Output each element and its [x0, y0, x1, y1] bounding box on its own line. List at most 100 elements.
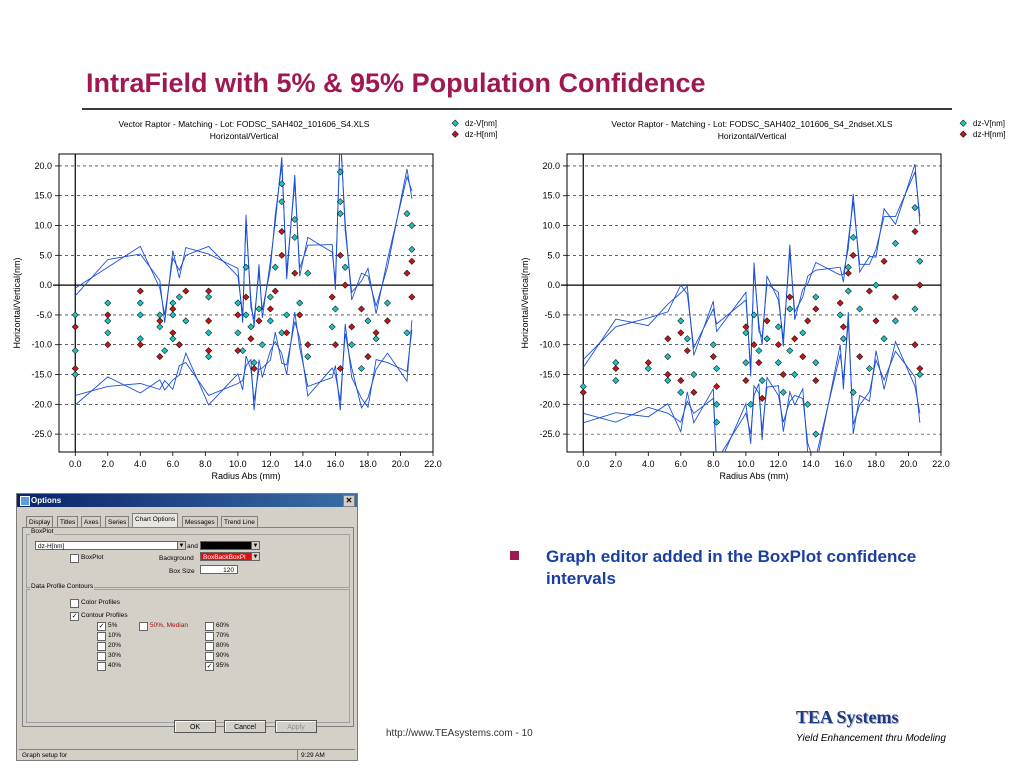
data-point: [579, 388, 587, 396]
data-point: [677, 317, 685, 325]
data-point: [255, 317, 263, 325]
y-tick-label: 20.0: [34, 161, 52, 171]
data-point: [774, 323, 782, 331]
color-profiles-checkbox[interactable]: [70, 599, 79, 608]
data-point: [156, 317, 164, 325]
data-point: [612, 365, 620, 373]
percent-checkbox-5pct[interactable]: ✓: [97, 622, 106, 631]
series-select[interactable]: dz-H[nm]: [35, 541, 185, 550]
data-point: [278, 198, 286, 206]
percent-checkbox-40pct[interactable]: [97, 662, 106, 671]
data-point: [872, 281, 880, 289]
data-point: [408, 245, 416, 253]
box-size-input[interactable]: 120: [200, 565, 238, 574]
dialog-titlebar[interactable]: Options ✕: [17, 494, 357, 507]
contour-profiles-checkbox[interactable]: ✓: [70, 612, 79, 621]
x-tick-label: 12.0: [262, 459, 280, 469]
data-point: [104, 329, 112, 337]
median-checkbox[interactable]: [139, 622, 148, 631]
envelope-line: [75, 311, 413, 411]
y-tick-label: 20.0: [542, 161, 560, 171]
boxplot-checkbox[interactable]: [70, 554, 79, 563]
x-tick-label: 6.0: [675, 459, 688, 469]
chevron-down-icon[interactable]: ▼: [177, 541, 186, 550]
data-point: [71, 371, 79, 378]
chevron-down-icon[interactable]: ▼: [251, 541, 260, 550]
data-point: [786, 347, 794, 355]
data-point: [175, 341, 183, 349]
data-point: [892, 293, 899, 301]
percent-label: 70%: [216, 632, 230, 639]
data-point: [579, 382, 587, 390]
ok-button[interactable]: OK: [174, 720, 216, 733]
data-point: [812, 293, 820, 301]
data-point: [804, 400, 812, 408]
chevron-down-icon[interactable]: ▼: [251, 552, 260, 561]
data-point: [364, 317, 372, 325]
app-icon: [20, 496, 30, 506]
x-tick-label: 6.0: [167, 459, 180, 469]
data-point: [911, 305, 919, 313]
line-color-select[interactable]: [200, 541, 258, 550]
data-point: [169, 299, 177, 307]
tab-display[interactable]: Display: [26, 516, 54, 528]
legend-label: dz-H[nm]: [973, 130, 1005, 139]
data-point: [844, 269, 852, 277]
options-dialog: Options ✕ Display Titles Axes Series Cha…: [16, 493, 358, 761]
data-point: [328, 293, 336, 301]
data-point: [916, 371, 924, 378]
tab-titles[interactable]: Titles: [57, 516, 79, 528]
data-point: [136, 287, 144, 295]
data-point: [104, 317, 112, 325]
percent-checkbox-90pct[interactable]: [205, 652, 214, 661]
x-tick-label: 22.0: [424, 459, 442, 469]
data-point: [250, 365, 258, 373]
bullet-text: Graph editor added in the BoxPlot confid…: [546, 547, 917, 588]
data-point: [328, 323, 336, 331]
data-point: [283, 311, 291, 319]
x-tick-label: 20.0: [900, 459, 918, 469]
data-point: [713, 400, 721, 408]
data-point: [255, 305, 263, 313]
box-size-label: Box Size: [169, 568, 195, 575]
percent-label: 80%: [216, 642, 230, 649]
tab-series[interactable]: Series: [105, 516, 130, 528]
chart-right: Vector Raptor - Matching - Lot: FODSC_SA…: [514, 112, 1024, 492]
percent-checkbox-70pct[interactable]: [205, 632, 214, 641]
y-tick-label: -25.0: [31, 429, 52, 439]
data-point: [812, 430, 820, 438]
x-tick-label: 4.0: [134, 459, 147, 469]
cancel-button[interactable]: Cancel: [224, 720, 266, 733]
close-icon[interactable]: ✕: [343, 495, 355, 507]
data-point: [357, 305, 365, 313]
data-point: [234, 311, 242, 319]
apply-button[interactable]: Apply: [275, 720, 317, 733]
percent-checkbox-80pct[interactable]: [205, 642, 214, 651]
data-point: [348, 323, 356, 331]
percent-checkbox-20pct[interactable]: [97, 642, 106, 651]
data-point: [849, 251, 857, 259]
data-point: [271, 263, 279, 271]
percent-checkbox-30pct[interactable]: [97, 652, 106, 661]
percent-checkbox-60pct[interactable]: [205, 622, 214, 631]
background-select[interactable]: BoxBackBoxPl: [200, 552, 258, 561]
data-point: [234, 329, 242, 337]
data-point: [774, 359, 782, 367]
percent-checkbox-95pct[interactable]: ✓: [205, 662, 214, 671]
percent-checkbox-10pct[interactable]: [97, 632, 106, 641]
envelope-line: [74, 154, 413, 323]
data-point: [742, 323, 750, 331]
envelope-line: [583, 311, 921, 452]
data-point: [747, 400, 755, 408]
tab-trend-line[interactable]: Trend Line: [221, 516, 258, 528]
tab-axes[interactable]: Axes: [81, 516, 102, 528]
scatter-chart-s4: Vector Raptor - Matching - Lot: FODSC_SA…: [12, 119, 497, 481]
data-point: [844, 287, 852, 295]
tab-messages[interactable]: Messages: [182, 516, 218, 528]
scatter-chart-s4-2ndset: Vector Raptor - Matching - Lot: FODSC_SA…: [520, 119, 1005, 481]
data-point: [758, 394, 766, 402]
data-point: [278, 180, 286, 188]
x-tick-label: 14.0: [802, 459, 820, 469]
tab-chart-options[interactable]: Chart Options: [132, 513, 179, 528]
chart-left: Vector Raptor - Matching - Lot: FODSC_SA…: [6, 112, 516, 492]
